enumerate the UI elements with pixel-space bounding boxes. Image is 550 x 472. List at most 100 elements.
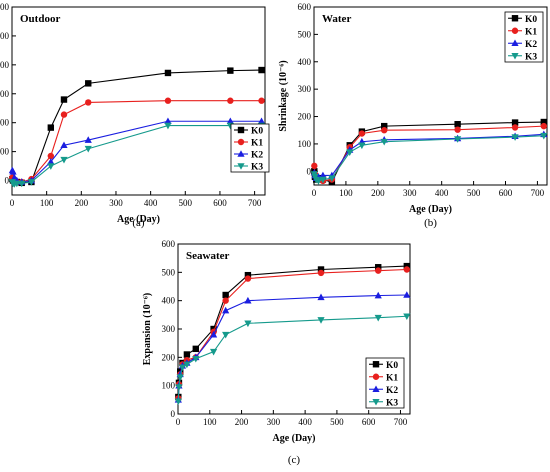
x-tick-label: 100 — [40, 198, 54, 208]
legend-marker-k2 — [237, 150, 245, 157]
data-point-k2 — [374, 291, 382, 299]
y-tick-label: 500 — [298, 29, 312, 39]
data-point-k0 — [454, 121, 461, 128]
y-tick-label: 500 — [0, 31, 10, 41]
chart-panel-1: 0 100 200 300 400 500 600 700 0 100 200 300 400 500 60… — [0, 2, 270, 225]
data-point-k2 — [47, 157, 55, 165]
x-tick-label: 100 — [339, 188, 353, 198]
legend-marker-k0 — [372, 361, 380, 368]
data-point-k2 — [226, 117, 234, 125]
data-point-k1 — [227, 97, 234, 104]
y-tick-label: 100 — [162, 381, 176, 391]
data-point-k1 — [258, 97, 265, 104]
legend-label-k1: K1 — [251, 139, 263, 149]
data-point-k3 — [176, 374, 184, 381]
data-point-k3 — [328, 175, 336, 182]
data-point-k0 — [540, 118, 548, 126]
data-point-k1 — [403, 266, 411, 273]
x-tick-label: 200 — [235, 417, 249, 427]
data-point-k0 — [183, 351, 191, 358]
data-point-k3 — [27, 179, 36, 186]
data-point-k3 — [84, 145, 92, 153]
legend-label-k2: K2 — [386, 386, 398, 396]
data-point-k3 — [358, 142, 366, 150]
data-point-k1 — [375, 267, 382, 274]
y-tick-label: 600 — [162, 239, 176, 249]
x-axis-label: Age (Day) — [272, 433, 315, 444]
legend-marker-k3 — [237, 163, 245, 170]
series-line-k1 — [11, 100, 262, 183]
data-point-k3 — [317, 317, 325, 324]
legend-box — [504, 11, 544, 63]
y-axis-label: Expansion (10⁻⁶) — [142, 293, 153, 365]
legend-marker-k1 — [237, 138, 245, 146]
x-tick-label: 500 — [179, 198, 193, 208]
data-point-k1 — [164, 97, 172, 104]
legend-label-k2: K2 — [251, 151, 263, 161]
x-tick-label: 100 — [203, 417, 217, 427]
x-tick-label: 0 — [176, 417, 181, 427]
data-point-k1 — [381, 127, 388, 134]
data-point-k3 — [380, 138, 388, 146]
data-point-k3 — [540, 132, 548, 140]
x-tick-label: 200 — [371, 188, 385, 198]
data-point-k0 — [85, 80, 92, 87]
x-tick-label: 600 — [499, 188, 513, 198]
data-point-k2 — [257, 117, 266, 125]
data-point-k3 — [244, 320, 252, 328]
data-point-k2 — [209, 330, 218, 338]
data-point-k2 — [84, 136, 92, 143]
data-point-k0 — [222, 291, 229, 299]
x-tick-label: 600 — [213, 198, 227, 208]
legend-marker-k1 — [511, 27, 519, 34]
chart-panel-2: 0 100 200 300 400 500 600 700 0 100 200 300 400 500 60… — [278, 2, 548, 215]
data-point-k0 — [511, 119, 519, 126]
legend: K0 K1 K2 K3 — [365, 357, 405, 409]
x-axis-label: Age (Day) — [117, 214, 160, 225]
legend-box — [230, 123, 270, 173]
y-tick-label: 200 — [0, 118, 10, 128]
x-axis-label: Age (Day) — [409, 204, 452, 215]
legend-marker-k0 — [237, 126, 245, 134]
legend-label-k3: K3 — [251, 163, 263, 173]
y-tick-label: 400 — [298, 57, 312, 67]
y-tick-label: 100 — [298, 139, 312, 149]
data-point-k3 — [209, 348, 218, 356]
x-tick-label: 300 — [109, 198, 123, 208]
legend: K0 K1 K2 K3 — [504, 11, 544, 63]
data-point-k3 — [346, 149, 354, 156]
data-point-k3 — [374, 314, 382, 322]
legend-label-k0: K0 — [251, 127, 263, 137]
y-tick-label: 0 — [5, 176, 10, 186]
x-tick-label: 300 — [403, 188, 417, 198]
data-point-k0 — [244, 271, 252, 279]
legend-marker-k2 — [372, 385, 380, 393]
data-point-k3 — [222, 331, 230, 339]
y-tick-label: 200 — [298, 112, 312, 122]
panel-title: Outdoor — [20, 13, 60, 25]
panel-title: Seawater — [186, 250, 229, 262]
x-tick-label: 0 — [10, 198, 15, 208]
data-point-k2 — [319, 171, 327, 179]
data-point-k3 — [18, 180, 26, 188]
legend-label-k2: K2 — [525, 40, 537, 50]
x-tick-label: 700 — [248, 198, 262, 208]
data-point-k0 — [60, 96, 68, 103]
legend-marker-k1 — [372, 373, 380, 380]
data-point-k0 — [403, 262, 411, 270]
data-point-k1 — [85, 99, 92, 106]
x-tick-label: 400 — [144, 198, 158, 208]
data-point-k0 — [375, 264, 382, 271]
legend-label-k1: K1 — [525, 27, 537, 37]
y-axis-label: Shrinkage (10⁻⁶) — [278, 60, 289, 131]
data-point-k2 — [222, 306, 230, 314]
data-point-k2 — [244, 296, 252, 304]
data-point-k0 — [381, 122, 388, 130]
y-tick-label: 400 — [0, 60, 10, 70]
data-point-k3 — [314, 178, 323, 185]
data-point-k2 — [317, 293, 325, 301]
y-tick-label: 300 — [0, 89, 10, 99]
data-point-k3 — [454, 136, 462, 143]
data-point-k3 — [60, 156, 68, 164]
